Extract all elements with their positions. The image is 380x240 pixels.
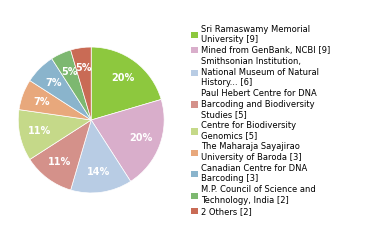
Text: 5%: 5% xyxy=(61,67,78,77)
Wedge shape xyxy=(71,47,91,120)
Wedge shape xyxy=(52,50,91,120)
Text: 7%: 7% xyxy=(46,78,62,88)
Text: 20%: 20% xyxy=(111,73,134,83)
Text: 20%: 20% xyxy=(129,133,152,143)
Wedge shape xyxy=(71,120,131,193)
Text: 7%: 7% xyxy=(34,97,50,107)
Wedge shape xyxy=(30,59,91,120)
Text: 5%: 5% xyxy=(76,63,92,73)
Wedge shape xyxy=(91,99,164,181)
Text: 14%: 14% xyxy=(87,167,110,177)
Wedge shape xyxy=(19,81,91,120)
Text: 11%: 11% xyxy=(48,157,71,167)
Wedge shape xyxy=(18,110,91,159)
Legend: Sri Ramaswamy Memorial
University [9], Mined from GenBank, NCBI [9], Smithsonian: Sri Ramaswamy Memorial University [9], M… xyxy=(190,24,331,217)
Text: 11%: 11% xyxy=(28,126,52,136)
Wedge shape xyxy=(30,120,91,190)
Wedge shape xyxy=(91,47,161,120)
